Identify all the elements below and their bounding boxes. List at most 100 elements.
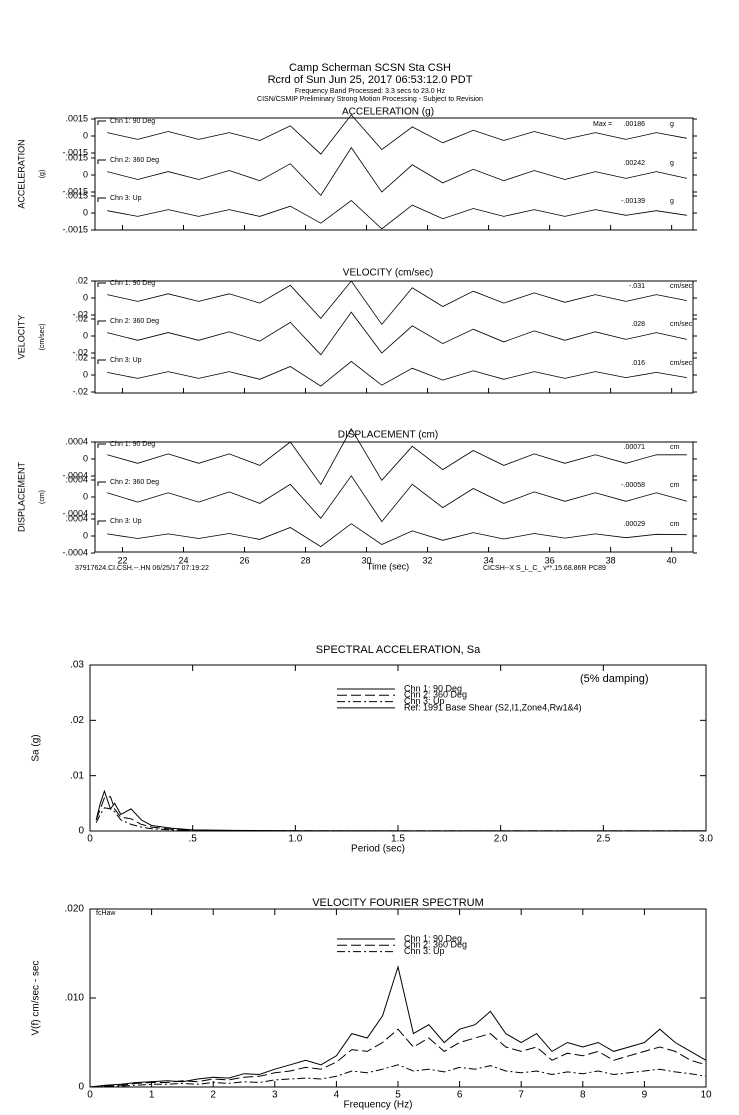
x-tick-label: 2.0 bbox=[494, 834, 508, 845]
x-tick-label: 8 bbox=[580, 1090, 586, 1101]
x-tick-label: .5 bbox=[188, 834, 197, 845]
y-tick-label: .02 bbox=[75, 313, 88, 323]
y-tick-label: .0004 bbox=[65, 474, 88, 484]
waveform bbox=[107, 523, 687, 548]
y-tick-label: 0 bbox=[83, 292, 88, 302]
plot-frame bbox=[89, 664, 707, 832]
trace-label: Chn 3: Up bbox=[110, 518, 142, 525]
y-tick-label: .02 bbox=[75, 352, 88, 362]
waveform bbox=[107, 199, 687, 230]
header-line: Rcrd of Sun Jun 25, 2017 06:53:12.0 PDT bbox=[268, 74, 473, 86]
trace-label-bracket bbox=[97, 481, 106, 486]
annotation: (5% damping) bbox=[580, 673, 648, 685]
y-tick-label: -.0015 bbox=[62, 186, 88, 196]
y-tick-label: -.0015 bbox=[62, 147, 88, 157]
peak-unit: cm/sec bbox=[670, 321, 693, 328]
panel-title: VELOCITY (cm/sec) bbox=[343, 268, 433, 279]
x-tick-label: 0 bbox=[87, 834, 93, 845]
legend-label: Chn 1: 90 Deg bbox=[404, 933, 462, 943]
y-tick-label: .0015 bbox=[65, 152, 88, 162]
x-tick-label: 0 bbox=[87, 1090, 93, 1101]
y-tick-label: 0 bbox=[83, 453, 88, 463]
trace-label: Chn 1: 90 Deg bbox=[110, 441, 155, 448]
x-tick-label: 32 bbox=[423, 555, 433, 565]
panel-y-unit: (cm/sec) bbox=[39, 324, 46, 351]
x-tick-label: 2 bbox=[210, 1090, 216, 1101]
peak-value: .00242 bbox=[624, 160, 646, 167]
x-tick-label: 22 bbox=[117, 555, 127, 565]
x-tick-label: 6 bbox=[457, 1090, 463, 1101]
panel-frame bbox=[94, 441, 694, 553]
header-line: CISN/CSMIP Preliminary Strong Motion Pro… bbox=[257, 96, 483, 103]
y-tick-label: .0004 bbox=[65, 436, 88, 446]
peak-unit: cm/sec bbox=[670, 283, 693, 290]
y-tick-label: -.0015 bbox=[62, 224, 88, 234]
peak-unit: g bbox=[670, 121, 674, 128]
peak-unit: cm bbox=[670, 482, 680, 489]
y-tick-label: .020 bbox=[65, 904, 85, 915]
x-tick-label: 2.5 bbox=[596, 834, 610, 845]
y-tick-label: -.0004 bbox=[62, 508, 88, 518]
x-tick-label: 36 bbox=[545, 555, 555, 565]
annotation: fcHaw bbox=[96, 910, 116, 917]
x-tick-label: 3.0 bbox=[699, 834, 713, 845]
peak-value: .016 bbox=[631, 360, 645, 367]
y-tick-label: 0 bbox=[83, 491, 88, 501]
trace-label: Chn 2: 360 Deg bbox=[110, 318, 159, 325]
trace-label: Chn 3: Up bbox=[110, 195, 142, 202]
y-tick-label: 0 bbox=[83, 207, 88, 217]
series-line bbox=[89, 1064, 707, 1088]
x-tick-label: 5 bbox=[395, 1090, 401, 1101]
waveform bbox=[107, 475, 688, 523]
y-axis-label: V(f) cm/sec - sec bbox=[31, 960, 42, 1035]
trace-label-bracket bbox=[97, 320, 106, 325]
waveform bbox=[107, 114, 687, 155]
y-tick-label: .010 bbox=[65, 993, 85, 1004]
panel-title: ACCELERATION (g) bbox=[342, 107, 434, 118]
chart-title: SPECTRAL ACCELERATION, Sa bbox=[316, 644, 481, 656]
x-axis-label: Period (sec) bbox=[351, 844, 405, 855]
y-tick-label: 0 bbox=[83, 369, 88, 379]
legend-label: Chn 2: 360 Deg bbox=[404, 940, 467, 950]
x-tick-label: 28 bbox=[301, 555, 311, 565]
panel-y-label: ACCELERATION bbox=[16, 139, 26, 208]
x-tick-label: 40 bbox=[667, 555, 677, 565]
panel-frame bbox=[94, 280, 694, 394]
y-tick-label: .02 bbox=[70, 715, 84, 726]
y-tick-label: 0 bbox=[83, 169, 88, 179]
waveform bbox=[107, 280, 687, 326]
x-tick-label: 9 bbox=[642, 1090, 648, 1101]
y-tick-label: .03 bbox=[70, 660, 84, 671]
header-line: Camp Scherman SCSN Sta CSH bbox=[289, 62, 451, 74]
legend-label: Chn 3: Up bbox=[404, 946, 445, 956]
panel-frame bbox=[94, 117, 694, 231]
x-tick-label: 10 bbox=[700, 1090, 712, 1101]
peak-value: -.00139 bbox=[621, 198, 645, 205]
y-tick-label: .0015 bbox=[65, 190, 88, 200]
chart-title: VELOCITY FOURIER SPECTRUM bbox=[312, 897, 484, 909]
legend-label: Chn 3: Up bbox=[404, 696, 445, 706]
x-tick-label: 38 bbox=[606, 555, 616, 565]
x-axis-label: Time (sec) bbox=[367, 561, 409, 571]
footer-left: 37917624.CI.CSH.--.HN 06/25/17 07:19:22 bbox=[75, 565, 209, 572]
peak-value: .00029 bbox=[624, 521, 646, 528]
peak-value: .028 bbox=[631, 321, 645, 328]
waveform bbox=[107, 146, 687, 197]
x-tick-label: 30 bbox=[362, 555, 372, 565]
panel-y-unit: (g) bbox=[39, 170, 46, 179]
waveform bbox=[107, 360, 687, 387]
panel-y-unit: (cm) bbox=[39, 490, 46, 504]
peak-value: -.031 bbox=[629, 283, 645, 290]
peak-unit: cm bbox=[670, 444, 680, 451]
x-tick-label: 34 bbox=[484, 555, 494, 565]
series-line bbox=[95, 796, 706, 832]
peak-unit: g bbox=[670, 160, 674, 167]
trace-label-bracket bbox=[97, 159, 106, 164]
peak-value: .00186 bbox=[624, 121, 646, 128]
y-tick-label: .0015 bbox=[65, 113, 88, 123]
peak-value: -.00058 bbox=[621, 482, 645, 489]
y-tick-label: 0 bbox=[83, 130, 88, 140]
y-tick-label: .02 bbox=[75, 275, 88, 285]
